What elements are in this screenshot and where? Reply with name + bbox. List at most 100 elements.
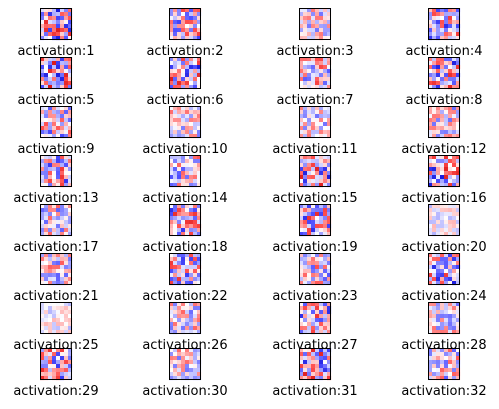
heatmap-cell	[177, 85, 182, 90]
heatmap-cell	[299, 224, 304, 229]
heatmap-cell	[56, 376, 61, 381]
heatmap-cell	[315, 65, 320, 70]
heatmap-cell	[323, 122, 328, 127]
heatmap-cell	[60, 208, 65, 213]
panel-frame	[169, 155, 201, 187]
heatmap-cell	[456, 204, 461, 209]
heatmap-cell	[456, 65, 461, 70]
heatmap-cell	[448, 277, 453, 282]
heatmap-cell	[440, 277, 445, 282]
heatmap-cell	[452, 175, 457, 180]
heatmap-cell	[52, 65, 57, 70]
heatmap-cell	[307, 20, 312, 25]
heatmap-cell	[193, 8, 198, 13]
heatmap-cell	[456, 376, 461, 381]
heatmap-cell	[169, 372, 174, 377]
heatmap-cell	[64, 16, 69, 21]
heatmap-cell	[173, 163, 178, 168]
heatmap-cell	[48, 220, 53, 225]
heatmap-cell	[68, 368, 73, 373]
heatmap-cell	[448, 57, 453, 62]
heatmap-cell	[327, 183, 332, 188]
heatmap-cell	[189, 16, 194, 21]
heatmap-cell	[448, 167, 453, 172]
heatmap-cell	[303, 273, 308, 278]
heatmap-cell	[197, 208, 202, 213]
heatmap-cell	[60, 126, 65, 131]
heatmap-cell	[444, 356, 449, 361]
heatmap-cell	[197, 183, 202, 188]
heatmap-cell	[177, 77, 182, 82]
heatmap-cell	[444, 204, 449, 209]
heatmap-cell	[193, 155, 198, 160]
heatmap-cell	[189, 306, 194, 311]
heatmap-cell	[40, 130, 45, 135]
heatmap-cell	[456, 322, 461, 327]
heatmap-cell	[303, 183, 308, 188]
heatmap-cell	[436, 314, 441, 319]
heatmap-cell	[323, 36, 328, 41]
heatmap-cell	[315, 130, 320, 135]
heatmap-cell	[319, 24, 324, 29]
heatmap-cell	[311, 314, 316, 319]
panel-frame	[299, 348, 331, 380]
heatmap-cell	[452, 310, 457, 315]
heatmap-cell	[40, 24, 45, 29]
heatmap-cell	[444, 318, 449, 323]
heatmap-cell	[64, 372, 69, 377]
heatmap-cell	[448, 257, 453, 262]
heatmap-cell	[68, 232, 73, 237]
heatmap-cell	[181, 220, 186, 225]
heatmap-cell	[452, 65, 457, 70]
heatmap-cell	[311, 126, 316, 131]
heatmap-cell	[319, 126, 324, 131]
heatmap-cell	[319, 232, 324, 237]
heatmap-cell	[64, 110, 69, 115]
heatmap-cell	[323, 73, 328, 78]
heatmap-cell	[193, 216, 198, 221]
heatmap-cell	[315, 277, 320, 282]
heatmap-cell	[303, 310, 308, 315]
heatmap-cell	[48, 36, 53, 41]
heatmap-cell	[40, 322, 45, 327]
heatmap-cell	[52, 106, 57, 111]
heatmap-cell	[64, 155, 69, 160]
heatmap-cell	[185, 302, 190, 307]
heatmap-cell	[56, 204, 61, 209]
heatmap-cell	[299, 16, 304, 21]
heatmap-cell	[432, 269, 437, 274]
heatmap-cell	[444, 273, 449, 278]
heatmap-cell	[428, 130, 433, 135]
heatmap-cell	[307, 224, 312, 229]
heatmap-cell	[193, 269, 198, 274]
heatmap-cell	[193, 314, 198, 319]
heatmap-cell	[307, 302, 312, 307]
heatmap-cell	[169, 16, 174, 21]
heatmap-cell	[436, 114, 441, 119]
heatmap-cell	[56, 73, 61, 78]
heatmap-cell	[60, 32, 65, 37]
heatmap-cell	[64, 134, 69, 139]
heatmap-cell	[60, 118, 65, 123]
heatmap-cell	[193, 364, 198, 369]
heatmap-cell	[327, 310, 332, 315]
heatmap-cell	[48, 269, 53, 274]
heatmap-cell	[44, 376, 49, 381]
heatmap-cell	[436, 372, 441, 377]
heatmap-cell	[448, 310, 453, 315]
heatmap-cell	[197, 130, 202, 135]
heatmap-cell	[197, 352, 202, 357]
heatmap-cell	[197, 314, 202, 319]
heatmap-cell	[177, 322, 182, 327]
heatmap-cell	[327, 24, 332, 29]
heatmap-cell	[299, 372, 304, 377]
heatmap-cell	[173, 204, 178, 209]
heatmap-cell	[44, 302, 49, 307]
heatmap-cell	[440, 356, 445, 361]
heatmap-cell	[456, 24, 461, 29]
heatmap-cell	[177, 352, 182, 357]
heatmap-cell	[327, 360, 332, 365]
activation-panel-23: activation:23	[272, 253, 358, 304]
heatmap-cell	[173, 20, 178, 25]
heatmap-cell	[432, 273, 437, 278]
